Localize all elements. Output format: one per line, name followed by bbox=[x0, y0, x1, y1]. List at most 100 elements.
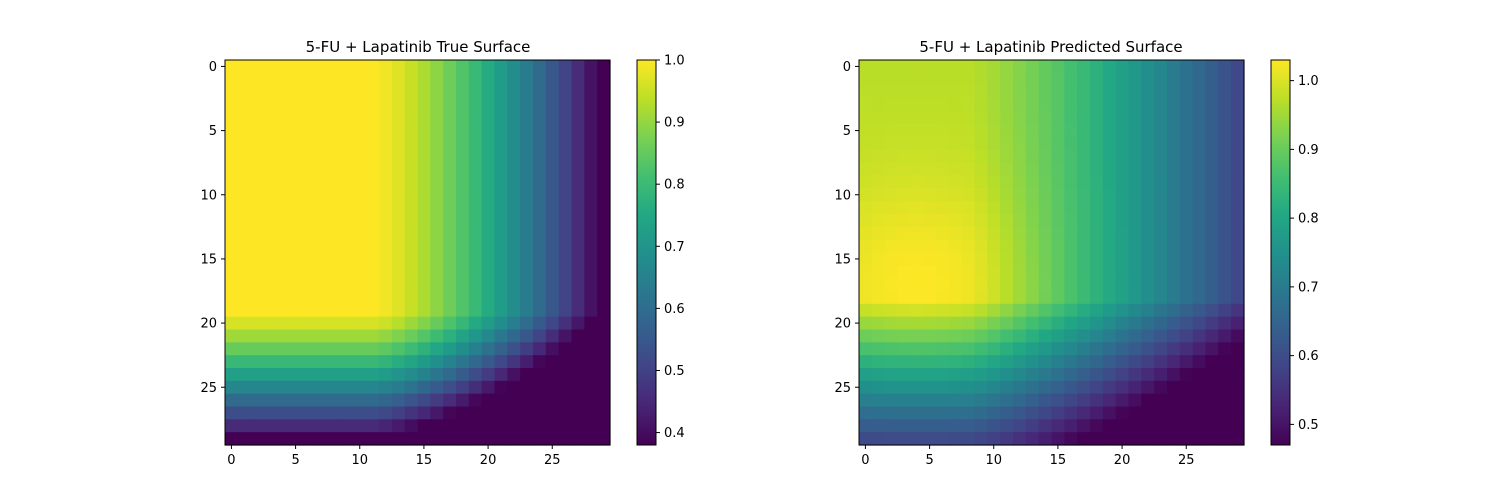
heatmap-cell bbox=[263, 137, 277, 151]
heatmap-cell bbox=[1077, 188, 1091, 202]
heatmap-cell bbox=[897, 162, 911, 177]
heatmap-cell bbox=[948, 137, 963, 151]
heatmap-cell bbox=[507, 355, 521, 369]
heatmap-cell bbox=[584, 368, 598, 382]
heatmap-cell bbox=[987, 72, 1001, 87]
heatmap-cell bbox=[302, 137, 316, 151]
heatmap-cell bbox=[1077, 214, 1091, 228]
heatmap-cell bbox=[1038, 239, 1053, 254]
heatmap-cell bbox=[948, 85, 963, 100]
heatmap-cell bbox=[1141, 162, 1155, 177]
heatmap-cell bbox=[289, 175, 303, 189]
heatmap-cell bbox=[859, 85, 873, 100]
heatmap-cell bbox=[1038, 111, 1053, 125]
heatmap-cell bbox=[1013, 432, 1027, 446]
heatmap-cell bbox=[1141, 265, 1155, 279]
heatmap-cell bbox=[545, 291, 560, 305]
heatmap-cell bbox=[1141, 239, 1155, 254]
heatmap-cell bbox=[923, 175, 937, 189]
heatmap-cell bbox=[1128, 329, 1142, 343]
heatmap-cell bbox=[1013, 368, 1027, 382]
heatmap-cell bbox=[391, 201, 406, 215]
heatmap-cell bbox=[545, 98, 560, 112]
heatmap-cell bbox=[1038, 72, 1053, 87]
heatmap-cell bbox=[1179, 124, 1194, 138]
heatmap-cell bbox=[379, 291, 393, 305]
heatmap-cell bbox=[225, 342, 239, 356]
heatmap-cell bbox=[597, 226, 611, 241]
heatmap-cell bbox=[1192, 201, 1207, 215]
heatmap-cell bbox=[289, 98, 303, 112]
heatmap-cell bbox=[1128, 393, 1142, 408]
heatmap-cell bbox=[936, 60, 950, 74]
heatmap-cell bbox=[327, 316, 342, 331]
heatmap-cell bbox=[225, 111, 239, 125]
heatmap-cell bbox=[1038, 329, 1053, 343]
heatmap-cell bbox=[571, 60, 585, 74]
heatmap-cell bbox=[225, 329, 239, 343]
heatmap-cell bbox=[1064, 111, 1078, 125]
heatmap-cell bbox=[263, 393, 277, 408]
heatmap-cell bbox=[1192, 124, 1207, 138]
heatmap-cell bbox=[987, 162, 1001, 177]
heatmap-cell bbox=[443, 355, 457, 369]
heatmap-cell bbox=[1128, 98, 1142, 112]
heatmap-cell bbox=[391, 355, 406, 369]
heatmap-cell bbox=[1128, 124, 1142, 138]
heatmap-cell bbox=[584, 252, 598, 266]
heatmap-cell bbox=[974, 393, 988, 408]
heatmap-cell bbox=[859, 60, 873, 74]
heatmap-cell bbox=[353, 214, 367, 228]
heatmap-cell bbox=[507, 278, 521, 292]
heatmap-cell bbox=[443, 316, 457, 331]
heatmap-cell bbox=[584, 98, 598, 112]
heatmap-cell bbox=[533, 265, 547, 279]
heatmap-cell bbox=[1051, 316, 1065, 331]
heatmap-cell bbox=[1128, 111, 1142, 125]
heatmap-cell bbox=[391, 137, 406, 151]
heatmap-cell bbox=[1102, 316, 1117, 331]
heatmap-cell bbox=[1179, 72, 1194, 87]
heatmap-cell bbox=[417, 291, 431, 305]
heatmap-cell bbox=[1025, 265, 1040, 279]
heatmap-cell bbox=[974, 226, 988, 241]
heatmap-cell bbox=[263, 303, 277, 318]
y-tick-label: 25 bbox=[200, 381, 217, 396]
heatmap-cell bbox=[571, 432, 585, 446]
heatmap-cell bbox=[910, 393, 924, 408]
heatmap-cell bbox=[1013, 419, 1027, 433]
heatmap-cell bbox=[276, 98, 290, 112]
heatmap-cell bbox=[948, 303, 963, 318]
heatmap-cell bbox=[1051, 60, 1065, 74]
heatmap-cell bbox=[520, 316, 534, 331]
heatmap-cell bbox=[443, 252, 457, 266]
heatmap-cell bbox=[468, 162, 483, 177]
heatmap-cell bbox=[936, 342, 950, 356]
heatmap-cell bbox=[1179, 226, 1194, 241]
heatmap-cell bbox=[859, 149, 873, 164]
heatmap-cell bbox=[897, 188, 911, 202]
heatmap-cell bbox=[1192, 175, 1207, 189]
heatmap-cell bbox=[1192, 72, 1207, 87]
heatmap-cell bbox=[391, 278, 406, 292]
heatmap-cell bbox=[1102, 252, 1117, 266]
heatmap-cell bbox=[1051, 368, 1065, 382]
heatmap-cell bbox=[276, 278, 290, 292]
heatmap-cell bbox=[1218, 342, 1232, 356]
heatmap-cell bbox=[237, 137, 252, 151]
heatmap-cell bbox=[417, 201, 431, 215]
heatmap-cell bbox=[558, 214, 573, 228]
heatmap-cell bbox=[1154, 432, 1168, 446]
heatmap-cell bbox=[340, 355, 354, 369]
heatmap-cell bbox=[443, 188, 457, 202]
heatmap-cell bbox=[936, 316, 950, 331]
heatmap-cell bbox=[1013, 291, 1027, 305]
heatmap-cell bbox=[404, 226, 419, 241]
heatmap-cell bbox=[1025, 393, 1040, 408]
heatmap-cell bbox=[1115, 393, 1130, 408]
heatmap-cell bbox=[871, 342, 886, 356]
heatmap-cell bbox=[391, 265, 406, 279]
heatmap-cell bbox=[948, 291, 963, 305]
heatmap-cell bbox=[1102, 393, 1117, 408]
heatmap-cell bbox=[481, 432, 496, 446]
